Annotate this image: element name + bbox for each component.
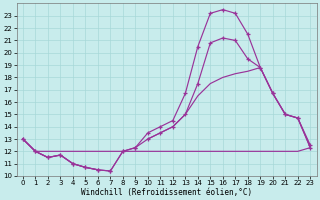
X-axis label: Windchill (Refroidissement éolien,°C): Windchill (Refroidissement éolien,°C) bbox=[81, 188, 252, 197]
